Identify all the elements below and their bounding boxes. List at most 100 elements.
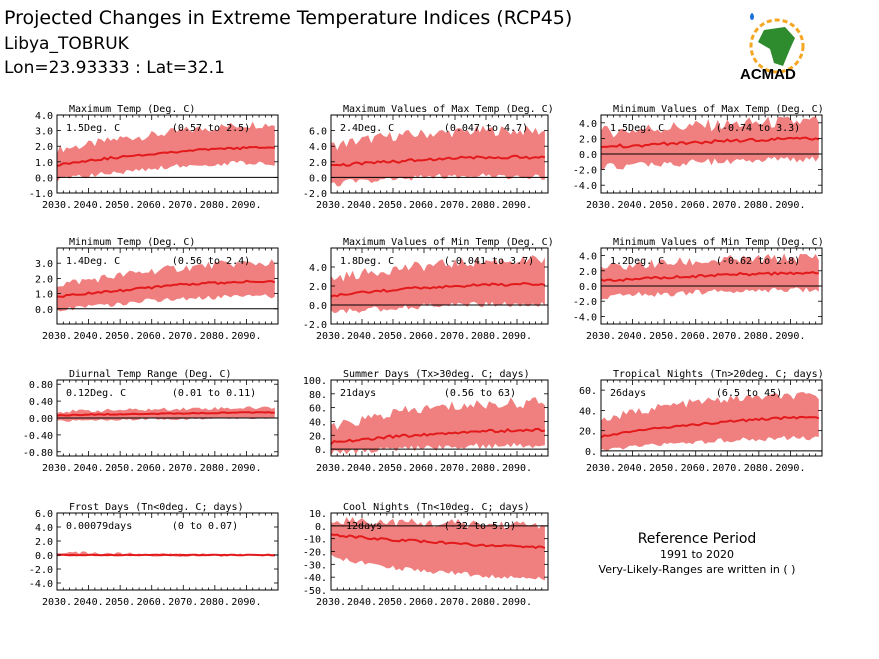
panel-range: (0.047 to 4.7) — [444, 123, 528, 134]
y-tick-label: 6.0 — [309, 127, 327, 138]
x-tick-label: 2060. — [681, 200, 711, 211]
x-tick-label: 2060. — [681, 463, 711, 474]
x-tick-label: 2070. — [440, 331, 470, 342]
x-tick-label: 2070. — [440, 200, 470, 211]
plot-frame — [600, 379, 823, 457]
panel-value: 2.4Deg. C — [340, 123, 394, 134]
panel-value: 26days — [610, 388, 646, 399]
x-tick-label: 2090. — [775, 200, 805, 211]
coords-label: Lon=23.93333 : Lat=32.1 — [4, 58, 225, 78]
range-band — [331, 255, 545, 314]
x-tick-label: 2060. — [409, 463, 439, 474]
x-tick-label: 2030. — [586, 331, 616, 342]
x-tick-label: 2060. — [137, 200, 167, 211]
x-tick-label: 2050. — [649, 200, 679, 211]
median-line — [330, 533, 546, 550]
y-tick-label: 2.0 — [35, 274, 53, 285]
x-tick-label: 2050. — [378, 463, 408, 474]
x-tick-label: 2070. — [168, 200, 198, 211]
x-tick-label: 2060. — [681, 331, 711, 342]
x-tick-label: 2080. — [200, 200, 230, 211]
y-tick-label: 100. — [303, 376, 327, 387]
x-tick-label: 2030. — [42, 597, 72, 608]
median-line — [56, 279, 276, 298]
panel-value: 1.4Deg. C — [66, 256, 120, 267]
location-label: Libya_TOBRUK — [4, 34, 130, 54]
x-tick-label: 2050. — [105, 597, 135, 608]
chart-panel-10: 2030. 2040. 2050. 2060. 2070. 2080. 2090. -4.0 -… — [29, 502, 279, 608]
panel-title: Diurnal Temp Range (Deg. C) — [69, 369, 232, 380]
figure-title: Projected Changes in Extreme Temperature… — [4, 7, 572, 29]
panel-title: Frost Days (Tn<0deg. C; days) — [69, 502, 244, 513]
panel-title: Maximum Values of Max Temp (Deg. C) — [343, 104, 554, 115]
x-tick-label: 2040. — [618, 463, 648, 474]
x-tick-label: 2090. — [775, 463, 805, 474]
panel-range: (0.56 to 2.4) — [172, 256, 250, 267]
y-tick-label: 3.0 — [35, 127, 53, 138]
x-tick-label: 2080. — [471, 463, 501, 474]
y-tick-label: 0.0 — [35, 305, 53, 316]
y-tick-label: -0.40 — [23, 431, 53, 442]
x-tick-label: 2080. — [744, 463, 774, 474]
y-tick-label: 4.0 — [579, 252, 597, 263]
x-tick-label: 2050. — [649, 463, 679, 474]
x-tick-label: 2040. — [74, 463, 104, 474]
x-tick-label: 2040. — [618, 331, 648, 342]
panel-range: (-32 to 5.9) — [444, 521, 516, 532]
y-tick-label: 20. — [579, 427, 597, 438]
chart-panel-1: 2030. 2040. 2050. 2060. 2070. 2080. 2090. -1.0 0… — [29, 104, 279, 211]
x-tick-label: 2050. — [105, 463, 135, 474]
range-band — [331, 125, 545, 187]
x-tick-label: 2050. — [105, 331, 135, 342]
y-tick-label: 0. — [315, 522, 327, 533]
x-tick-label: 2040. — [618, 200, 648, 211]
y-tick-label: 4.0 — [309, 263, 327, 274]
y-tick-label: -2.0 — [303, 320, 327, 331]
reference-note: Very-Likely-Ranges are written in ( ) — [599, 563, 796, 576]
y-tick-label: -2.0 — [303, 189, 327, 200]
panel-range: (-0.62 to 2.8) — [716, 256, 800, 267]
x-tick-label: 2030. — [42, 463, 72, 474]
y-tick-label: 10. — [309, 509, 327, 520]
panel-title: Tropical Nights (Tn>20deg. C; days) — [613, 369, 824, 380]
y-tick-label: 0. — [585, 447, 597, 458]
x-tick-label: 2050. — [378, 597, 408, 608]
panel-range: (-0.041 to 3.7) — [444, 256, 534, 267]
x-tick-label: 2060. — [137, 597, 167, 608]
y-tick-label: 0.0 — [309, 173, 327, 184]
y-tick-label: 0. — [315, 445, 327, 456]
chart-panel-9: 2030. 2040. 2050. 2060. 2070. 2080. 2090. 0. 20.… — [579, 369, 824, 474]
x-tick-label: 2050. — [105, 200, 135, 211]
y-tick-label: 6.0 — [35, 509, 53, 520]
y-tick-label: 40. — [579, 406, 597, 417]
median-line — [330, 154, 546, 167]
x-tick-label: 2030. — [316, 331, 346, 342]
range-band — [601, 253, 819, 300]
y-tick-label: 2.0 — [579, 267, 597, 278]
y-tick-label: 2.0 — [35, 537, 53, 548]
range-band — [331, 517, 545, 581]
x-tick-label: 2070. — [168, 463, 198, 474]
panel-value: 1.8Deg. C — [340, 256, 394, 267]
x-tick-label: 2090. — [502, 597, 532, 608]
y-tick-label: 0.00 — [29, 414, 53, 425]
panel-range: (0.56 to 63) — [444, 388, 516, 399]
x-tick-label: 2090. — [502, 463, 532, 474]
x-tick-label: 2040. — [74, 597, 104, 608]
panel-title: Minimum Values of Min Temp (Deg. C) — [613, 237, 824, 248]
chart-panel-7: 2030. 2040. 2050. 2060. 2070. 2080. 2090. -0.80… — [23, 369, 279, 474]
x-tick-label: 2080. — [200, 463, 230, 474]
y-tick-label: 60. — [309, 404, 327, 415]
y-tick-label: 0.40 — [29, 397, 53, 408]
x-tick-label: 2040. — [347, 463, 377, 474]
y-tick-label: 0.0 — [309, 301, 327, 312]
plot-frame — [330, 114, 549, 194]
x-tick-label: 2040. — [347, 331, 377, 342]
x-tick-label: 2090. — [231, 597, 261, 608]
reference-period: 1991 to 2020 — [660, 548, 734, 561]
y-tick-label: 1.0 — [35, 290, 53, 301]
median-line — [600, 271, 819, 283]
x-tick-label: 2070. — [440, 597, 470, 608]
plot-frame — [56, 114, 279, 194]
